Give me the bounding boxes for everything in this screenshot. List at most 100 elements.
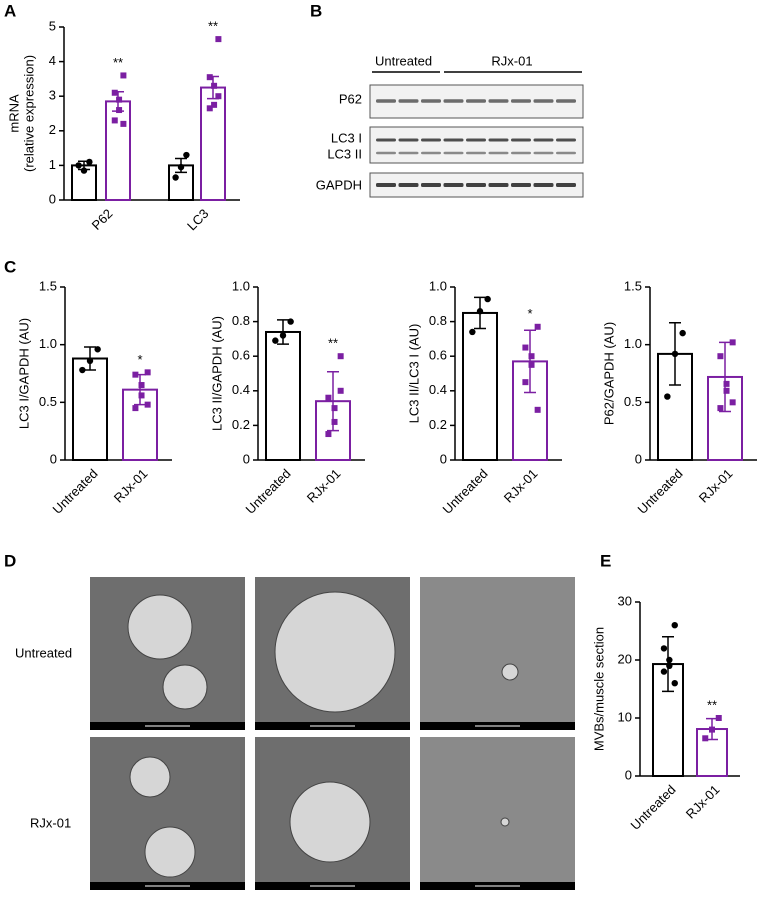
blot-band: [421, 183, 441, 187]
panel-label: E: [600, 551, 611, 570]
panel-label: B: [310, 1, 322, 20]
blot-band: [511, 183, 531, 187]
data-point: [666, 656, 673, 664]
y-tick-label: 4: [49, 53, 56, 68]
data-point: [211, 101, 218, 108]
blot-band: [398, 183, 419, 187]
blot-band: [466, 138, 486, 142]
y-tick-label: 0.8: [232, 313, 250, 328]
y-tick-label: 0: [440, 451, 447, 466]
blot-band: [533, 151, 554, 155]
y-tick-label: 0.2: [429, 417, 447, 432]
y-axis-label: mRNA: [6, 94, 21, 133]
data-point: [138, 392, 145, 399]
blot-band: [376, 151, 396, 155]
data-point: [666, 662, 673, 669]
blot-band: [421, 138, 441, 142]
blot-band: [511, 151, 531, 155]
significance-label: **: [707, 697, 717, 712]
bar: [265, 330, 301, 462]
x-tick-label: Untreated: [50, 466, 101, 517]
blot-band: [556, 183, 576, 187]
y-tick-label: 1.0: [429, 278, 447, 293]
x-tick-label: Untreated: [243, 466, 294, 517]
data-point: [279, 332, 287, 339]
y-axis-label: P62/GAPDH (AU): [601, 322, 616, 425]
significance-label: **: [328, 336, 338, 351]
blot-band: [511, 99, 531, 103]
data-point: [86, 158, 93, 166]
blot-band: [488, 99, 509, 103]
vesicle-cluster: [274, 591, 396, 713]
data-point: [723, 380, 730, 387]
blot-band: [533, 183, 554, 187]
y-tick-label: 0: [625, 767, 632, 782]
blot-band: [466, 99, 486, 103]
data-point: [522, 344, 529, 351]
y-tick-label: 0.2: [232, 417, 250, 432]
data-point: [717, 405, 724, 412]
blot-band: [398, 138, 419, 142]
vesicle-cluster: [129, 756, 171, 798]
y-tick-label: 0.4: [429, 382, 447, 397]
data-point: [729, 399, 736, 406]
y-tick-label: 0.4: [232, 382, 250, 397]
blot-row-label: LC3 II: [327, 146, 362, 161]
y-tick-label: 1.0: [232, 278, 250, 293]
blot-band: [376, 183, 396, 187]
data-point: [172, 174, 179, 181]
data-point: [144, 401, 151, 408]
blot-group-label: RJx-01: [491, 53, 532, 68]
data-point: [723, 387, 730, 394]
vesicle-cluster: [127, 594, 193, 660]
data-point: [325, 431, 332, 438]
data-point: [272, 337, 279, 344]
y-tick-label: 1.0: [624, 336, 642, 351]
x-tick-label: Untreated: [628, 782, 679, 833]
blot-band: [488, 183, 509, 187]
y-tick-label: 0: [49, 191, 56, 206]
significance-label: *: [137, 352, 142, 367]
blot-band: [466, 151, 486, 155]
blot-band: [443, 99, 464, 103]
data-point: [132, 371, 139, 378]
blot-row-label: GAPDH: [316, 177, 362, 192]
data-point: [287, 318, 294, 325]
data-point: [331, 418, 338, 425]
x-tick-label: RJx-01: [304, 466, 344, 506]
x-tick-label: RJx-01: [501, 466, 541, 506]
data-point: [660, 668, 668, 675]
y-axis-label: LC3 I/GAPDH (AU): [16, 318, 31, 429]
data-point: [709, 726, 715, 733]
blot-band: [466, 183, 486, 187]
y-axis-label: LC3 II/GAPDH (AU): [209, 316, 224, 431]
vesicle-cluster: [500, 817, 510, 827]
data-point: [331, 405, 338, 412]
data-point: [211, 82, 218, 89]
y-tick-label: 3: [49, 88, 56, 103]
x-tick-label: RJx-01: [111, 466, 151, 506]
vesicle-cluster: [162, 664, 208, 710]
micrograph-row-label: Untreated: [15, 645, 72, 660]
y-tick-label: 1.0: [39, 336, 57, 351]
vesicle-cluster: [144, 826, 196, 878]
data-point: [534, 323, 541, 330]
blot-band: [556, 138, 576, 142]
blot-band: [398, 151, 419, 155]
data-point: [132, 405, 139, 412]
blot-band: [421, 151, 441, 155]
vesicle-cluster: [501, 663, 519, 681]
y-tick-label: 1.5: [624, 278, 642, 293]
data-point: [215, 36, 222, 43]
data-point: [528, 353, 535, 360]
data-point: [671, 680, 678, 687]
blot-band: [443, 138, 464, 142]
data-point: [671, 622, 678, 629]
y-tick-label: 0: [635, 451, 642, 466]
significance-label: **: [113, 55, 123, 70]
data-point: [120, 120, 127, 127]
data-point: [75, 162, 82, 169]
y-tick-label: 30: [618, 593, 632, 608]
data-point: [144, 369, 151, 376]
